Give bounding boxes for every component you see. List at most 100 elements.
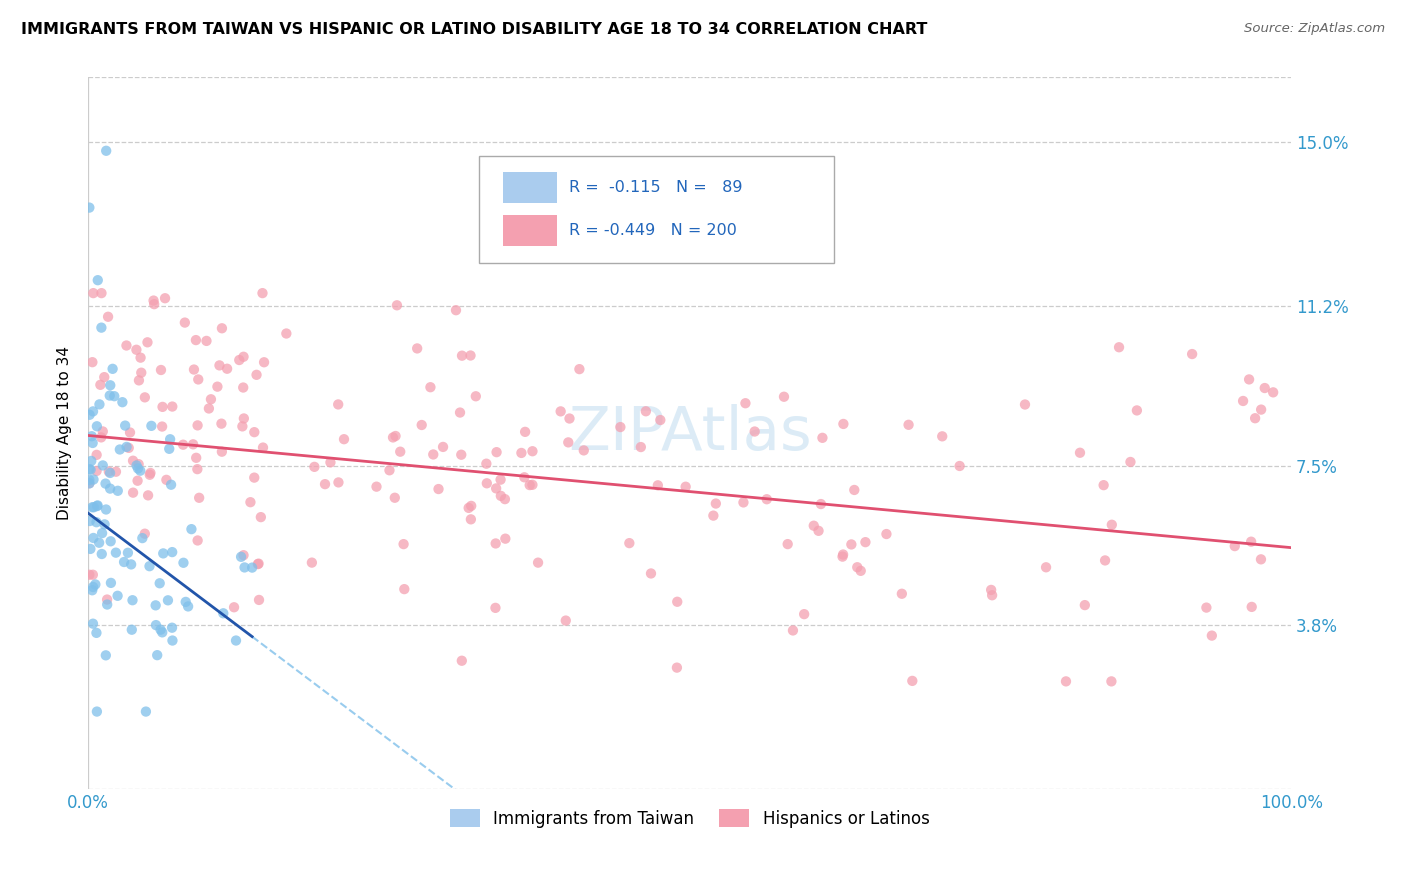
Point [557, 435, 579, 450]
Point [422, 447, 444, 461]
Point [129, 366, 152, 380]
Point [450, 654, 472, 668]
Point [457, 500, 479, 515]
Point [807, 524, 830, 538]
Point [114, 418, 136, 433]
Point [135, 705, 157, 719]
Point [1108, 340, 1130, 354]
Point [378, 463, 401, 477]
Point [1069, 446, 1091, 460]
Text: Source: ZipAtlas.com: Source: ZipAtlas.com [1244, 22, 1385, 36]
Point [949, 458, 972, 473]
Point [187, 418, 209, 433]
Point [129, 464, 152, 478]
Point [101, 361, 124, 376]
Point [460, 499, 482, 513]
Point [79, 567, 101, 582]
Point [79, 476, 101, 491]
Point [1223, 539, 1246, 553]
Point [240, 560, 263, 574]
Point [111, 395, 134, 409]
Point [475, 457, 498, 471]
Point [120, 558, 142, 572]
Point [1250, 552, 1272, 566]
Point [211, 444, 233, 458]
Point [80, 429, 103, 443]
Point [485, 482, 508, 496]
Point [86, 515, 108, 529]
Point [104, 546, 127, 560]
Point [143, 297, 166, 311]
Point [734, 396, 756, 410]
Point [211, 321, 233, 335]
Point [849, 564, 872, 578]
Point [94, 502, 117, 516]
Point [127, 474, 149, 488]
Point [810, 497, 832, 511]
Point [384, 429, 406, 443]
Point [328, 475, 350, 490]
Point [87, 273, 110, 287]
Point [174, 595, 197, 609]
Point [91, 458, 114, 473]
Point [90, 286, 112, 301]
Point [803, 518, 825, 533]
Point [208, 359, 231, 373]
Point [522, 478, 544, 492]
Point [609, 420, 631, 434]
Point [855, 535, 877, 549]
Point [782, 624, 804, 638]
Text: R = -0.449   N = 200: R = -0.449 N = 200 [569, 223, 737, 238]
Point [489, 489, 512, 503]
Point [252, 441, 274, 455]
Point [875, 527, 897, 541]
Point [80, 454, 103, 468]
Point [139, 467, 162, 482]
Point [1240, 534, 1263, 549]
Point [846, 560, 869, 574]
Point [200, 392, 222, 407]
Point [1254, 381, 1277, 395]
Point [136, 335, 159, 350]
Point [162, 400, 184, 414]
Point [129, 351, 152, 365]
Text: IMMIGRANTS FROM TAIWAN VS HISPANIC OR LATINO DISABILITY AGE 18 TO 34 CORRELATION: IMMIGRANTS FROM TAIWAN VS HISPANIC OR LA… [21, 22, 928, 37]
Point [128, 457, 150, 471]
Point [98, 482, 121, 496]
Point [82, 580, 104, 594]
Point [432, 440, 454, 454]
Point [131, 531, 153, 545]
FancyBboxPatch shape [503, 215, 557, 246]
Point [233, 560, 256, 574]
Point [146, 648, 169, 662]
Point [103, 389, 125, 403]
Point [450, 448, 472, 462]
Point [82, 583, 104, 598]
Point [122, 453, 145, 467]
Point [134, 390, 156, 404]
Point [1099, 674, 1122, 689]
Point [86, 464, 108, 478]
Point [485, 445, 508, 459]
Point [650, 413, 672, 427]
Point [304, 459, 326, 474]
Point [389, 444, 412, 458]
Point [773, 390, 796, 404]
Point [640, 566, 662, 581]
Point [104, 465, 127, 479]
Point [93, 517, 115, 532]
Point [980, 582, 1002, 597]
Point [117, 546, 139, 560]
Point [86, 626, 108, 640]
Point [832, 548, 855, 562]
Point [107, 483, 129, 498]
Point [451, 349, 474, 363]
Point [152, 400, 174, 414]
Point [149, 623, 172, 637]
Point [160, 621, 183, 635]
Point [489, 473, 512, 487]
Point [82, 616, 104, 631]
Point [153, 291, 176, 305]
Point [89, 535, 111, 549]
Point [1237, 372, 1260, 386]
